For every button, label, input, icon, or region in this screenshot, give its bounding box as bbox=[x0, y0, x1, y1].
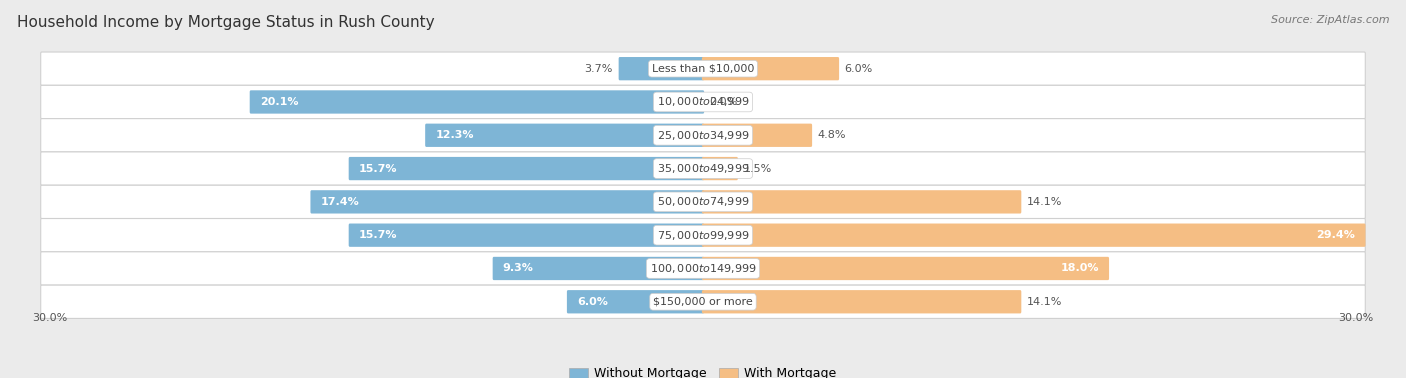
Text: 29.4%: 29.4% bbox=[1316, 230, 1355, 240]
FancyBboxPatch shape bbox=[41, 85, 1365, 119]
FancyBboxPatch shape bbox=[425, 124, 704, 147]
Text: 15.7%: 15.7% bbox=[359, 164, 398, 174]
Text: 0.0%: 0.0% bbox=[710, 97, 738, 107]
Text: 17.4%: 17.4% bbox=[321, 197, 360, 207]
Text: 30.0%: 30.0% bbox=[32, 313, 67, 324]
Text: 9.3%: 9.3% bbox=[503, 263, 534, 273]
FancyBboxPatch shape bbox=[41, 152, 1365, 185]
Text: 3.7%: 3.7% bbox=[585, 64, 613, 74]
FancyBboxPatch shape bbox=[41, 185, 1365, 218]
FancyBboxPatch shape bbox=[41, 52, 1365, 85]
Text: 14.1%: 14.1% bbox=[1026, 197, 1063, 207]
Legend: Without Mortgage, With Mortgage: Without Mortgage, With Mortgage bbox=[569, 367, 837, 378]
FancyBboxPatch shape bbox=[492, 257, 704, 280]
FancyBboxPatch shape bbox=[41, 252, 1365, 285]
FancyBboxPatch shape bbox=[702, 257, 1109, 280]
FancyBboxPatch shape bbox=[41, 119, 1365, 152]
FancyBboxPatch shape bbox=[702, 223, 1365, 247]
Text: 15.7%: 15.7% bbox=[359, 230, 398, 240]
Text: $35,000 to $49,999: $35,000 to $49,999 bbox=[657, 162, 749, 175]
Text: $150,000 or more: $150,000 or more bbox=[654, 297, 752, 307]
FancyBboxPatch shape bbox=[702, 57, 839, 81]
Text: 6.0%: 6.0% bbox=[845, 64, 873, 74]
FancyBboxPatch shape bbox=[311, 190, 704, 214]
Text: 4.8%: 4.8% bbox=[818, 130, 846, 140]
Text: $100,000 to $149,999: $100,000 to $149,999 bbox=[650, 262, 756, 275]
Text: Household Income by Mortgage Status in Rush County: Household Income by Mortgage Status in R… bbox=[17, 15, 434, 30]
FancyBboxPatch shape bbox=[567, 290, 704, 313]
FancyBboxPatch shape bbox=[250, 90, 704, 114]
FancyBboxPatch shape bbox=[349, 157, 704, 180]
Text: 12.3%: 12.3% bbox=[436, 130, 474, 140]
Text: $75,000 to $99,999: $75,000 to $99,999 bbox=[657, 229, 749, 242]
Text: Source: ZipAtlas.com: Source: ZipAtlas.com bbox=[1271, 15, 1389, 25]
Text: 20.1%: 20.1% bbox=[260, 97, 298, 107]
Text: Less than $10,000: Less than $10,000 bbox=[652, 64, 754, 74]
Text: 18.0%: 18.0% bbox=[1060, 263, 1099, 273]
Text: 6.0%: 6.0% bbox=[576, 297, 607, 307]
FancyBboxPatch shape bbox=[702, 124, 813, 147]
FancyBboxPatch shape bbox=[702, 190, 1021, 214]
FancyBboxPatch shape bbox=[41, 218, 1365, 252]
FancyBboxPatch shape bbox=[619, 57, 704, 81]
Text: $10,000 to $24,999: $10,000 to $24,999 bbox=[657, 96, 749, 108]
Text: $50,000 to $74,999: $50,000 to $74,999 bbox=[657, 195, 749, 208]
FancyBboxPatch shape bbox=[702, 157, 738, 180]
FancyBboxPatch shape bbox=[41, 285, 1365, 318]
Text: 1.5%: 1.5% bbox=[744, 164, 772, 174]
Text: $25,000 to $34,999: $25,000 to $34,999 bbox=[657, 129, 749, 142]
Text: 30.0%: 30.0% bbox=[1339, 313, 1374, 324]
FancyBboxPatch shape bbox=[349, 223, 704, 247]
Text: 14.1%: 14.1% bbox=[1026, 297, 1063, 307]
FancyBboxPatch shape bbox=[702, 290, 1021, 313]
